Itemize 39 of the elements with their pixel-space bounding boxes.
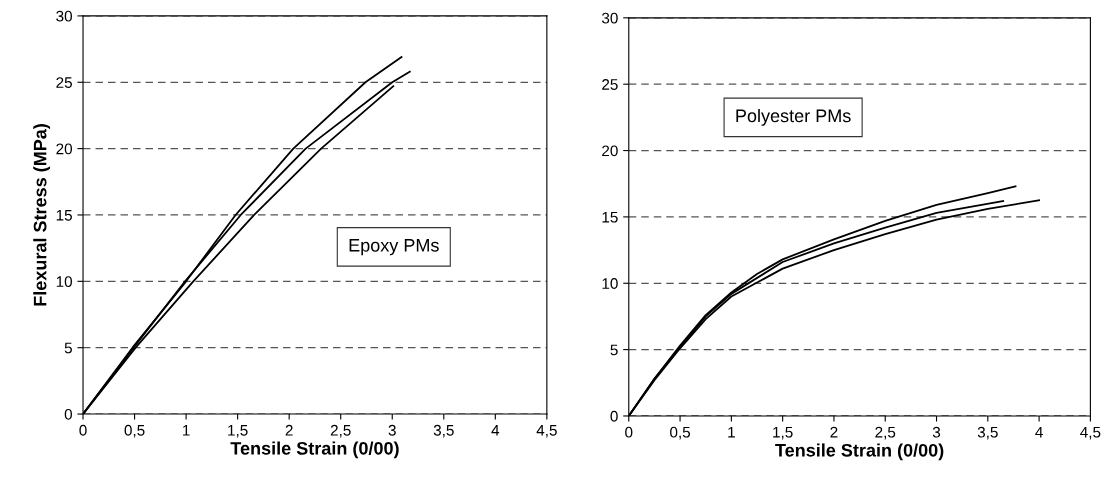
x-axis-title: Tensile Strain (0/00) [775,443,944,461]
x-tick-label: 3,5 [433,424,454,438]
x-axis-title: Tensile Strain (0/00) [230,441,399,459]
y-tick-label: 5 [610,344,618,356]
y-tick-label: 25 [56,77,72,88]
x-tick-label: 4 [491,425,500,436]
y-tick-label: 30 [56,10,73,22]
x-tick-label: 3 [388,424,396,436]
y-tick-label: 20 [602,145,618,157]
annotation: Epoxy PMs [349,239,439,256]
x-tick-label: 2,5 [330,424,351,438]
x-tick-label: 2 [285,424,293,436]
y-tick-label: 30 [601,12,618,24]
x-tick-label: 3 [932,426,941,438]
x-tick-label: 1 [183,425,190,436]
y-tick-label: 0 [610,410,618,422]
annotation: Polyester PMs [736,108,851,126]
y-tick-label: 15 [56,210,72,221]
y-tick-label: 5 [64,342,72,354]
y-tick-label: 25 [602,79,618,90]
x-tick-label: 0,5 [124,424,145,438]
y-tick-label: 10 [602,278,618,289]
x-tick-label: 0 [625,426,633,438]
x-tick-label: 4,5 [536,425,557,438]
y-tick-label: 15 [602,211,618,223]
x-tick-label: 4 [1035,426,1043,438]
y-axis-title: Flexural Stress (MPa) [33,124,51,306]
x-tick-label: 3,5 [977,426,998,440]
x-tick-label: 1 [728,426,735,438]
y-tick-label: 0 [64,408,73,420]
y-tick-label: 20 [56,143,73,155]
x-tick-label: 0,5 [670,426,691,440]
y-tick-label: 10 [56,276,73,288]
x-tick-label: 1,5 [228,425,248,438]
x-tick-label: 1,5 [773,426,793,440]
x-tick-label: 2 [830,426,838,438]
x-tick-label: 4,5 [1080,426,1101,440]
x-tick-label: 0 [79,424,87,436]
x-tick-label: 2,5 [875,426,896,440]
